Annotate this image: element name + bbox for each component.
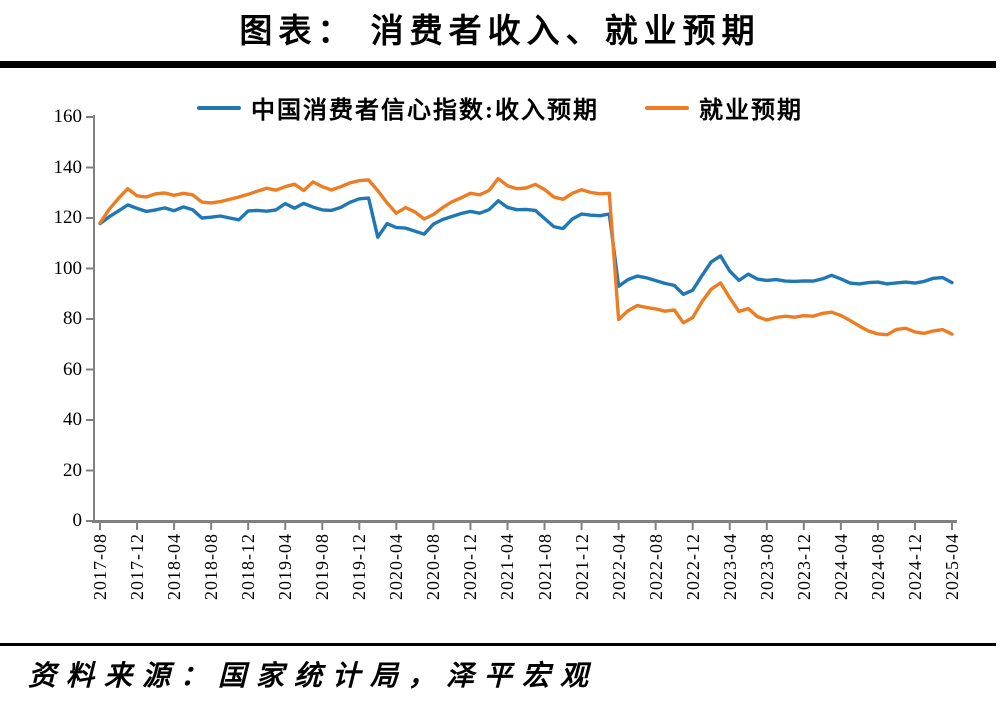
x-tick-label: 2024-12 xyxy=(904,533,925,600)
x-tick-label: 2021-04 xyxy=(497,533,518,600)
legend-label-income: 中国消费者信心指数:收入预期 xyxy=(251,98,599,124)
x-tick-label: 2023-04 xyxy=(719,533,740,600)
y-tick-label: 100 xyxy=(53,257,83,279)
footer-separator xyxy=(0,643,996,646)
y-tick-label: 80 xyxy=(63,308,82,329)
source-note: 资料来源：国家统计局，泽平宏观 xyxy=(28,661,599,692)
x-tick-label: 2019-04 xyxy=(275,533,296,600)
income-series-line xyxy=(98,196,954,296)
x-tick-label: 2017-12 xyxy=(127,533,148,600)
title-separator xyxy=(0,61,996,68)
y-tick-label: 40 xyxy=(63,409,82,430)
page-title: 图表： 消费者收入、就业预期 xyxy=(239,14,761,50)
x-tick-label: 2017-08 xyxy=(90,533,110,600)
x-tick-label: 2019-08 xyxy=(312,533,333,600)
employment-line-swatch xyxy=(645,105,689,110)
x-tick-label: 2022-08 xyxy=(645,533,666,600)
x-tick-label: 2018-04 xyxy=(164,533,185,600)
y-tick-label: 20 xyxy=(63,459,82,481)
x-tick-label: 2024-04 xyxy=(830,533,851,600)
x-tick-label: 2021-12 xyxy=(571,533,592,600)
x-tick-label: 2022-04 xyxy=(608,533,629,600)
x-tick-label: 2020-04 xyxy=(386,533,407,600)
x-tick-label: 2021-08 xyxy=(534,533,555,600)
legend-item-employment: 就业预期 xyxy=(645,90,803,125)
chart-legend: 中国消费者信心指数:收入预期 就业预期 xyxy=(0,90,1000,125)
x-tick-label: 2019-12 xyxy=(349,533,370,600)
y-tick-label: 120 xyxy=(53,207,83,228)
x-tick-label: 2018-08 xyxy=(201,533,222,600)
y-tick-label: 60 xyxy=(63,358,82,380)
employment-series-line xyxy=(98,176,954,337)
y-tick-label: 160 xyxy=(53,106,83,127)
legend-label-employment: 就业预期 xyxy=(699,98,803,124)
x-tick-label: 2023-08 xyxy=(756,533,777,600)
x-tick-label: 2022-12 xyxy=(682,533,703,600)
legend-item-income: 中国消费者信心指数:收入预期 xyxy=(197,90,599,125)
x-tick-label: 2018-12 xyxy=(238,533,259,600)
x-tick-label: 2023-12 xyxy=(793,533,814,600)
y-tick-label: 140 xyxy=(53,156,83,178)
y-tick-label: 0 xyxy=(72,510,83,531)
axis-ticks xyxy=(86,116,953,530)
x-tick-label: 2020-08 xyxy=(423,533,444,600)
x-tick-label: 2024-08 xyxy=(867,533,888,600)
x-tick-label: 2025-04 xyxy=(942,533,962,600)
income-line-swatch xyxy=(197,105,241,110)
x-tick-label: 2020-12 xyxy=(460,533,481,600)
